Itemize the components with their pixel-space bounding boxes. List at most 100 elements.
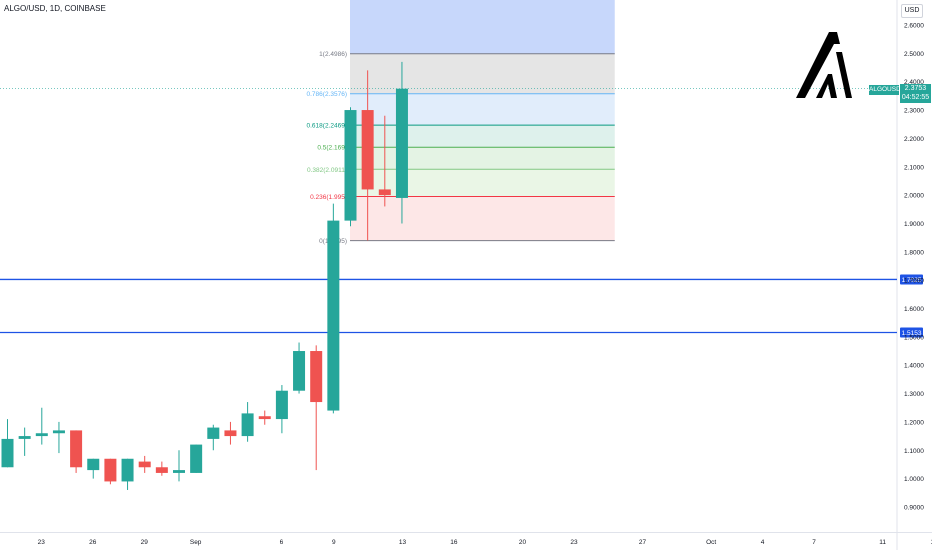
y-tick-label: 2.2000: [904, 136, 924, 143]
candle-15: [258, 410, 271, 425]
fib-zone-0.5: [350, 147, 615, 170]
x-tick-label: 16: [450, 539, 458, 546]
symbol-title[interactable]: ALGO/USD, 1D, COINBASE: [4, 4, 106, 13]
candle-16: [275, 385, 288, 434]
fib-label-0.236: 0.236(1.995): [310, 194, 347, 201]
x-tick-label: 14: [930, 539, 932, 546]
fib-label-0.382: 0.382(2.0911): [307, 167, 347, 174]
candle-body: [35, 433, 48, 437]
y-tick-label: 2.1000: [904, 164, 924, 171]
fib-label-0.786: 0.786(2.3576): [307, 91, 347, 98]
candle-14: [241, 402, 254, 442]
x-tick-label: 23: [570, 539, 578, 546]
candle-10: [173, 450, 185, 482]
fib-zone-1: [350, 53, 615, 94]
y-tick-label: 2.6000: [904, 23, 924, 30]
x-tick-label: 4: [761, 539, 765, 546]
y-tick-label: 1.9000: [904, 221, 924, 228]
price-tag-price: 2.3753: [904, 85, 927, 92]
y-tick-label: 1.3000: [904, 391, 924, 398]
currency-button[interactable]: USD: [901, 4, 923, 18]
fib-label-0.5: 0.5(2.169): [317, 145, 347, 152]
candle-2: [35, 407, 48, 445]
candle-21: [361, 70, 374, 241]
y-tick-label: 2.4000: [904, 79, 924, 86]
y-tick-label: 2.5000: [904, 51, 924, 58]
candle-body: [395, 88, 408, 198]
y-tick-label: 1.8000: [904, 249, 924, 256]
candle-20: [344, 107, 357, 227]
horizontal-line-label-1: 1.7025: [902, 277, 922, 284]
price-tag-countdown: 04:52:55: [901, 94, 930, 101]
candle-body: [361, 110, 374, 190]
fib-zone-0.236: [350, 196, 615, 241]
y-tick-label: 1.6000: [904, 306, 924, 313]
candle-body: [70, 430, 83, 468]
y-tick-label: 0.9000: [904, 504, 924, 511]
candle-body: [121, 458, 134, 482]
x-tick-label: 29: [141, 539, 149, 546]
candle-body: [138, 461, 151, 468]
x-tick-label: 6: [280, 539, 284, 546]
candle-body: [241, 413, 254, 437]
candle-12: [207, 424, 220, 451]
horizontal-line-label-2: 1.5153: [902, 330, 922, 337]
price-tag-value: 2.3753 04:52:55: [900, 84, 931, 103]
candle-0: [1, 419, 14, 468]
candle-body: [275, 390, 288, 420]
y-tick-label: 2.3000: [904, 108, 924, 115]
candle-6: [104, 458, 117, 485]
candle-body: [52, 430, 65, 434]
x-tick-label: 13: [399, 539, 407, 546]
candle-body: [173, 470, 185, 473]
candle-1: [18, 427, 31, 456]
x-tick-label: 27: [639, 539, 647, 546]
x-tick-label: 20: [519, 539, 527, 546]
candle-3: [52, 421, 65, 454]
candle-body: [344, 110, 357, 221]
candle-4: [70, 430, 83, 473]
date-range-highlight: [350, 0, 615, 54]
candle-body: [293, 351, 306, 391]
candle-23: [395, 61, 408, 224]
fib-zone-0.382: [350, 169, 615, 197]
candle-11: [190, 444, 203, 473]
algorand-logo-icon: [796, 32, 852, 98]
candle-19: [327, 203, 340, 414]
x-tick-label: Oct: [706, 539, 716, 546]
candle-body: [18, 436, 31, 439]
x-tick-label: 11: [879, 539, 886, 546]
y-tick-label: 1.0000: [904, 476, 924, 483]
candle-body: [378, 189, 391, 196]
y-tick-label: 2.0000: [904, 193, 924, 200]
x-tick-label: 26: [89, 539, 97, 546]
candle-7: [121, 458, 134, 490]
y-tick-label: 1.5000: [904, 334, 924, 341]
candle-13: [224, 421, 237, 445]
candle-8: [138, 455, 151, 473]
horizontal-line-label-bg-1: [900, 274, 923, 285]
candle-body: [258, 416, 271, 420]
y-tick-label: 1.7000: [904, 278, 924, 285]
fib-zone-0.618: [350, 125, 615, 148]
fib-label-1: 1(2.4986): [319, 51, 347, 58]
candle-body: [310, 351, 323, 403]
y-tick-label: 1.4000: [904, 363, 924, 370]
candle-body: [1, 438, 14, 468]
candle-18: [310, 345, 323, 471]
y-tick-label: 1.1000: [904, 448, 924, 455]
fib-zone-0.786: [350, 93, 615, 126]
candle-5: [87, 458, 100, 479]
y-tick-label: 1.2000: [904, 419, 924, 426]
x-tick-label: 23: [38, 539, 46, 546]
x-tick-label: 9: [332, 539, 336, 546]
x-tick-label: 7: [812, 539, 816, 546]
candle-9: [155, 461, 168, 476]
horizontal-line-label-bg-2: [900, 327, 923, 338]
candle-22: [378, 115, 391, 207]
candle-body: [224, 430, 237, 437]
candle-body: [155, 467, 168, 473]
candle-body: [87, 458, 100, 471]
price-tag-symbol: ALGOUSD: [869, 85, 901, 95]
